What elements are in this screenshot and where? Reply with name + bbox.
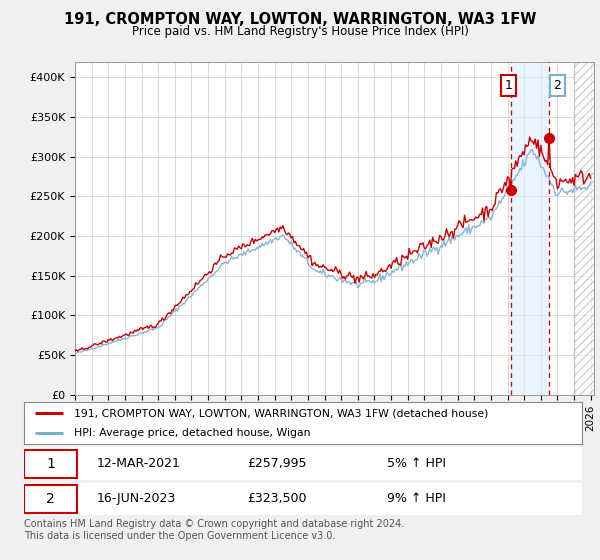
Text: Price paid vs. HM Land Registry's House Price Index (HPI): Price paid vs. HM Land Registry's House … [131, 25, 469, 38]
Text: 191, CROMPTON WAY, LOWTON, WARRINGTON, WA3 1FW (detached house): 191, CROMPTON WAY, LOWTON, WARRINGTON, W… [74, 408, 488, 418]
Text: £323,500: £323,500 [247, 492, 307, 506]
Text: Contains HM Land Registry data © Crown copyright and database right 2024.
This d: Contains HM Land Registry data © Crown c… [24, 519, 404, 541]
Text: 2: 2 [46, 492, 55, 506]
Text: £257,995: £257,995 [247, 457, 307, 470]
Bar [511, 62, 549, 395]
FancyBboxPatch shape [24, 485, 77, 513]
Text: 191, CROMPTON WAY, LOWTON, WARRINGTON, WA3 1FW: 191, CROMPTON WAY, LOWTON, WARRINGTON, W… [64, 12, 536, 27]
Bar [574, 62, 594, 395]
Text: 12-MAR-2021: 12-MAR-2021 [97, 457, 181, 470]
Text: 1: 1 [505, 79, 512, 92]
Text: 2: 2 [553, 79, 562, 92]
FancyBboxPatch shape [24, 450, 77, 478]
Text: HPI: Average price, detached house, Wigan: HPI: Average price, detached house, Wiga… [74, 428, 311, 438]
Text: 1: 1 [46, 457, 55, 470]
Text: 16-JUN-2023: 16-JUN-2023 [97, 492, 176, 506]
Text: 5% ↑ HPI: 5% ↑ HPI [387, 457, 446, 470]
Text: 9% ↑ HPI: 9% ↑ HPI [387, 492, 446, 506]
